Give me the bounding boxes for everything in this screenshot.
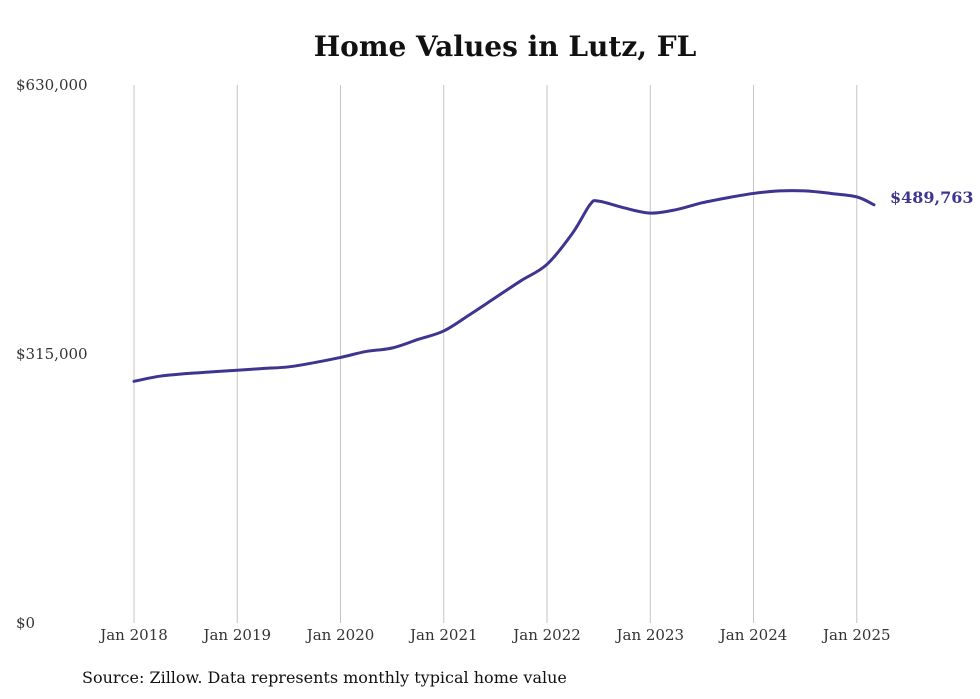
y-tick-label: $0 bbox=[16, 614, 35, 632]
chart-title: Home Values in Lutz, FL bbox=[313, 30, 697, 63]
x-tick-label: Jan 2025 bbox=[821, 626, 891, 644]
end-value-label: $489,763 bbox=[890, 188, 974, 207]
y-tick-label: $315,000 bbox=[16, 345, 88, 363]
x-tick-label: Jan 2022 bbox=[511, 626, 581, 644]
x-tick-label: Jan 2024 bbox=[718, 626, 788, 644]
x-tick-label: Jan 2018 bbox=[98, 626, 168, 644]
y-tick-label: $630,000 bbox=[16, 76, 88, 94]
source-note: Source: Zillow. Data represents monthly … bbox=[82, 668, 567, 687]
x-tick-label: Jan 2020 bbox=[305, 626, 375, 644]
x-tick-label: Jan 2019 bbox=[201, 626, 271, 644]
home-value-line bbox=[132, 189, 876, 383]
x-tick-label: Jan 2023 bbox=[614, 626, 684, 644]
x-tick-label: Jan 2021 bbox=[408, 626, 478, 644]
